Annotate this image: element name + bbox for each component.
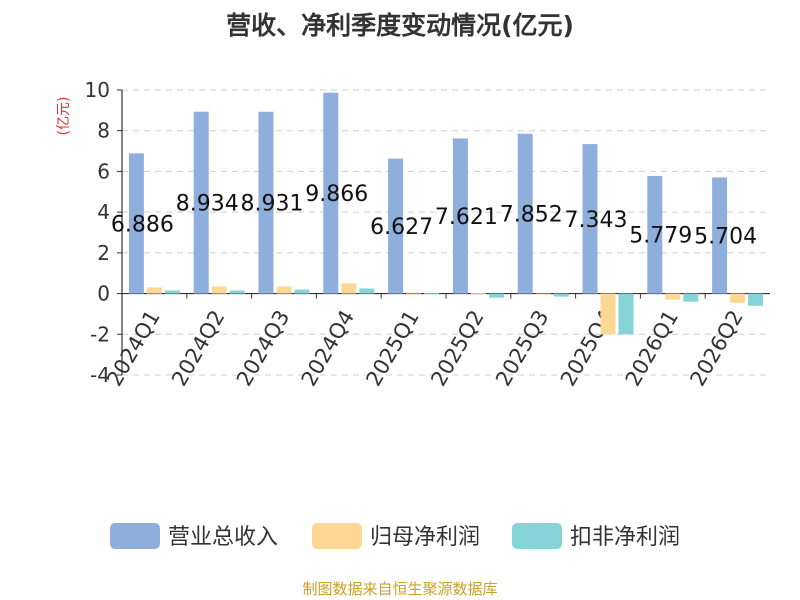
legend-swatch [110,523,160,549]
bar-net-profit [146,287,162,294]
y-tick-label: 0 [97,282,110,306]
bar-revenue [258,111,274,294]
legend: 营业总收入 归母净利润 扣非净利润 [110,523,680,550]
data-label: 5.704 [694,225,757,250]
bar-revenue [712,177,728,294]
bar-net-profit [730,293,746,303]
x-tick-label: 2025Q1 [361,306,423,390]
bar-adjusted-net-profit [294,289,310,294]
bar-revenue [647,175,663,294]
bar-adjusted-net-profit [683,293,699,302]
bar-net-profit [665,293,681,300]
source-note: 制图数据来自恒生聚源数据库 [302,580,497,598]
data-label: 5.779 [629,224,692,249]
bar-revenue [323,92,339,294]
bar-net-profit [470,293,486,295]
data-label: 7.343 [565,208,628,233]
bar-adjusted-net-profit [164,290,180,294]
data-label: 7.621 [435,205,498,230]
bar-revenue [388,158,404,294]
bar-adjusted-net-profit [618,293,634,335]
legend-swatch [512,523,562,549]
y-tick-label: 8 [97,119,110,143]
bar-net-profit [341,283,357,294]
x-tick-label: 2025Q2 [426,306,488,390]
y-tick-label: 10 [85,78,110,102]
legend-label: 扣非净利润 [570,525,680,550]
x-tick-label: 2025Q3 [491,306,553,390]
y-tick-label: 2 [97,241,110,265]
y-tick-label: 4 [97,200,110,224]
data-label: 8.934 [176,192,239,217]
x-tick-label: 2024Q3 [232,306,294,390]
bar-revenue [582,144,598,294]
legend-swatch [312,523,362,549]
bar-revenue [517,133,533,294]
bar-adjusted-net-profit [424,293,440,295]
bar-revenue [128,153,144,294]
bars [128,92,764,335]
x-tick-label: 2024Q2 [167,306,229,390]
bar-net-profit [600,293,616,335]
bar-adjusted-net-profit [553,293,569,297]
bar-net-profit [211,286,227,294]
y-tick-label: 6 [97,159,110,183]
x-tick-label: 2026Q2 [685,306,747,390]
x-tick-label: 2024Q4 [297,306,359,390]
bar-adjusted-net-profit [229,290,245,294]
bar-revenue [452,138,468,294]
bar-net-profit [535,293,551,295]
data-label: 9.866 [305,182,368,207]
bar-net-profit [276,286,292,294]
data-label: 6.627 [370,215,433,240]
data-label: 6.886 [111,212,174,237]
chart-title: 营收、净利季度变动情况(亿元) [226,11,574,40]
bar-adjusted-net-profit [748,293,764,306]
y-axis-label: (亿元) [56,97,72,136]
bar-adjusted-net-profit [488,293,504,298]
data-label: 7.852 [500,203,563,228]
bar-net-profit [406,292,422,294]
bar-adjusted-net-profit [359,288,375,294]
x-tick-label: 2024Q1 [102,306,164,390]
y-tick-label: -4 [90,363,110,387]
bar-revenue [193,111,209,294]
y-tick-label: -2 [90,322,110,346]
data-label: 8.931 [241,192,304,217]
legend-label: 归母净利润 [370,525,480,550]
legend-label: 营业总收入 [168,525,278,550]
